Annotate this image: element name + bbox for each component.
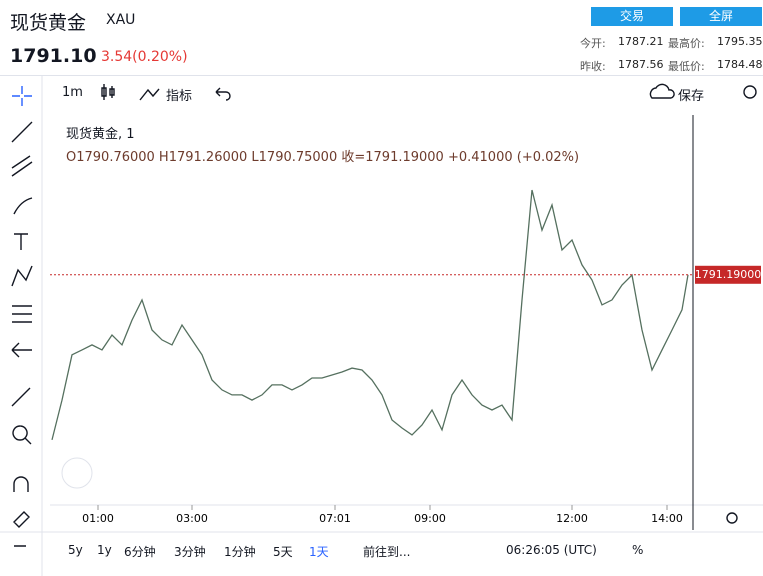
range[interactable]: 1分钟 (224, 545, 256, 559)
change: 3.54(0.20%) (101, 49, 188, 65)
fullscreen-button[interactable]: 全屏 (680, 7, 762, 26)
cloud-icon[interactable] (649, 83, 675, 99)
stat-label: 最低价: (668, 60, 705, 73)
x-tick-label: 07:01 (319, 512, 351, 525)
divider (0, 75, 763, 76)
range[interactable]: 1y (97, 543, 112, 557)
last-price-box (695, 265, 761, 284)
x-tick-label: 12:00 (556, 512, 588, 525)
interval[interactable]: 1m (62, 85, 83, 100)
x-tick-label: 09:00 (414, 512, 446, 525)
stat-value: 1784.48 (717, 58, 763, 71)
price-line (51, 189, 689, 441)
range[interactable]: 6分钟 (124, 545, 156, 559)
x-tick-label: 01:00 (82, 512, 114, 525)
stat-label: 最高价: (668, 37, 705, 50)
save[interactable]: 保存 (678, 89, 705, 104)
logo (61, 457, 93, 489)
side-icons[interactable] (11, 121, 33, 547)
range[interactable]: 3分钟 (174, 545, 206, 559)
range[interactable]: 5y (68, 543, 83, 557)
stat-label: 昨收: (580, 60, 606, 73)
trade-button[interactable]: 交易 (591, 7, 673, 26)
stat-value: 1787.21 (618, 35, 664, 48)
percent-toggle[interactable]: % (632, 543, 644, 557)
symbol: XAU (106, 12, 136, 28)
range[interactable]: 5天 (273, 545, 293, 559)
indicators[interactable]: 指标 (166, 89, 193, 104)
goto[interactable]: 前往到... (363, 545, 411, 559)
toolbar-icons (11, 83, 757, 547)
undo-icon[interactable] (215, 87, 231, 101)
clock: 06:26:05 (UTC) (506, 543, 597, 557)
crosshair-icon[interactable] (12, 86, 32, 106)
last-price-label: 1791.19000 (695, 268, 761, 281)
axis-settings-icon[interactable] (726, 512, 738, 524)
x-tick-label: 03:00 (176, 512, 208, 525)
title: 现货黄金 (10, 12, 87, 34)
candle-icon[interactable] (101, 84, 115, 100)
price: 1791.10 (10, 45, 97, 67)
x-tick-label: 14:00 (651, 512, 683, 525)
indicator-icon[interactable] (139, 88, 160, 101)
stat-value: 1795.35 (717, 35, 763, 48)
stat-label: 今开: (580, 37, 606, 50)
stat-value: 1787.56 (618, 58, 664, 71)
legend-ohlc: O1790.76000 H1791.26000 L1790.75000 收=17… (66, 150, 580, 165)
settings-icon[interactable] (743, 85, 757, 99)
range[interactable]: 1天 (309, 545, 329, 559)
legend-name: 现货黄金, 1 (66, 127, 135, 142)
